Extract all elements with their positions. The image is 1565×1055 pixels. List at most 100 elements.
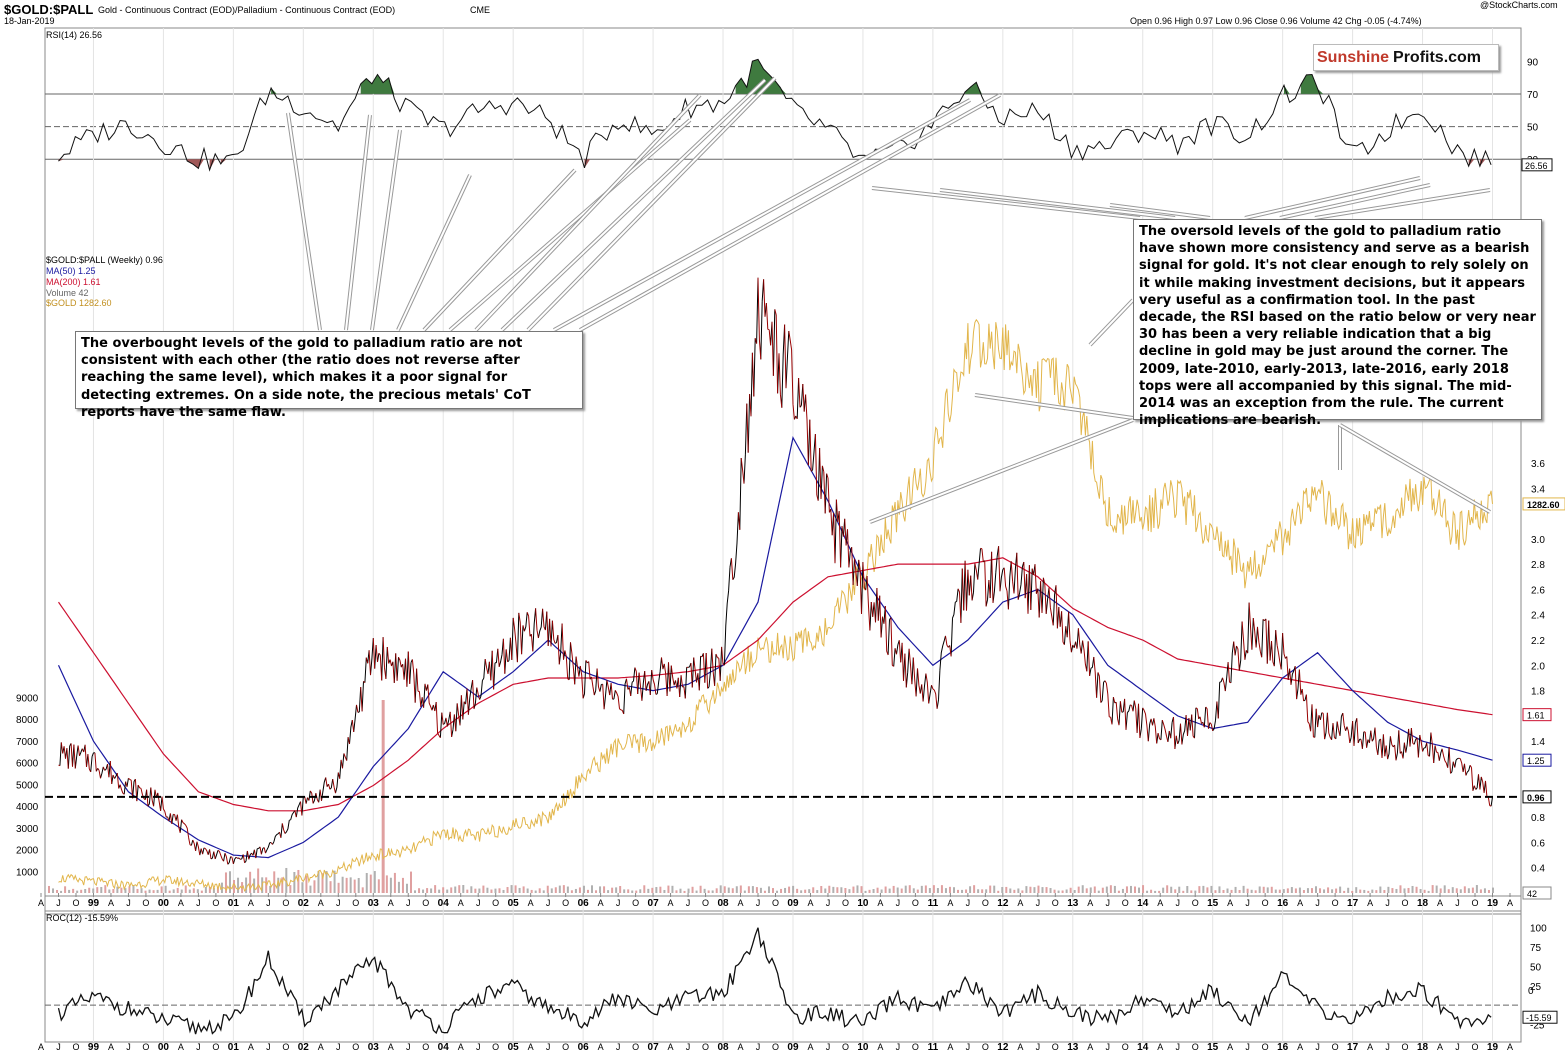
roc-x-tick-label: O <box>1402 1042 1409 1052</box>
volume-bar <box>1178 886 1181 893</box>
x-tick-label: O <box>72 898 79 908</box>
x-tick-label: J <box>476 898 481 908</box>
volume-bar <box>1101 887 1104 893</box>
volume-bar <box>100 886 103 893</box>
volume-bar <box>1113 885 1116 893</box>
x-tick-label: A <box>1297 898 1303 908</box>
watermark: @StockCharts.com <box>1480 0 1558 10</box>
volume-bar <box>896 887 899 893</box>
volume-bar <box>269 885 272 893</box>
roc-x-tick-label: J <box>1175 1042 1180 1052</box>
volume-bar <box>237 877 240 893</box>
volume-bar <box>1230 889 1233 893</box>
rsi-tick: 50 <box>1527 123 1539 134</box>
volume-bar <box>860 886 863 893</box>
x-tick-label: 05 <box>508 898 520 909</box>
x-tick-label: J <box>1245 898 1250 908</box>
x-tick-label: A <box>598 898 604 908</box>
volume-bar <box>253 878 256 893</box>
chart-date: 18-Jan-2019 <box>4 16 55 26</box>
volume-bar <box>233 880 236 893</box>
x-tick-label: A <box>738 898 744 908</box>
volume-bar <box>357 878 360 893</box>
callout-overbought: The overbought levels of the gold to pal… <box>75 331 583 420</box>
volume-bar <box>1371 889 1374 893</box>
roc-x-tick-label: 15 <box>1207 1042 1219 1053</box>
volume-bar <box>1327 887 1330 893</box>
x-tick-label: J <box>546 898 551 908</box>
x-tick-label: O <box>982 898 989 908</box>
roc-x-tick-label: J <box>1315 1042 1320 1052</box>
roc-x-tick-label: J <box>1036 1042 1041 1052</box>
volume-bar <box>393 872 396 893</box>
volume-bar <box>1375 890 1378 893</box>
x-tick-label: O <box>282 898 289 908</box>
volume-bar <box>840 887 843 893</box>
volume-bar <box>570 890 573 893</box>
volume-bar <box>743 890 746 893</box>
volume-bar <box>426 888 429 893</box>
volume-bar <box>792 885 795 893</box>
roc-x-tick-label: 05 <box>508 1042 520 1053</box>
volume-bar <box>546 885 549 893</box>
x-tick-label: A <box>458 898 464 908</box>
volume-bar <box>1041 887 1044 893</box>
x-tick-label: J <box>1175 898 1180 908</box>
volume-bar <box>1310 888 1313 893</box>
callout-pointer <box>371 129 401 331</box>
volume-bar <box>1419 888 1422 893</box>
volume-bar <box>1021 890 1024 893</box>
x-tick-label: J <box>686 898 691 908</box>
volume-bar <box>345 877 348 893</box>
volume-bar <box>277 877 280 893</box>
roc-x-tick-label: O <box>282 1042 289 1052</box>
roc-x-tick-label: O <box>492 1042 499 1052</box>
volume-bar <box>526 888 529 893</box>
volume-bar <box>442 887 445 893</box>
volume-bar <box>1186 886 1189 893</box>
volume-bar <box>229 871 231 893</box>
volume-bar <box>940 885 943 893</box>
volume-bar <box>687 888 690 893</box>
volume-bar <box>1427 890 1430 893</box>
volume-bar <box>434 885 437 893</box>
volume-bar <box>88 887 91 893</box>
volume-bar <box>164 885 167 893</box>
volume-bar <box>401 877 404 893</box>
x-tick-label: 16 <box>1277 898 1289 909</box>
volume-bar <box>1274 889 1277 893</box>
volume-bar <box>1347 887 1350 893</box>
volume-bar <box>615 887 618 893</box>
volume-bar <box>767 886 770 893</box>
volume-scale-tick: 2000 <box>16 846 39 857</box>
volume-bar <box>675 890 678 893</box>
volume-bar <box>735 886 738 893</box>
volume-bar <box>498 888 501 893</box>
volume-bar <box>1339 886 1342 893</box>
volume-bar <box>1069 887 1072 893</box>
volume-bar <box>784 887 787 893</box>
volume-bar <box>120 887 123 893</box>
legend-ratio: $GOLD:$PALL (Weekly) 0.96 <box>46 255 163 265</box>
volume-bar <box>1081 885 1084 893</box>
roc-label: ROC(12) -15.59% <box>46 913 119 923</box>
x-tick-label: 13 <box>1067 898 1079 909</box>
x-tick-label: J <box>756 898 761 908</box>
price-tick: 3.4 <box>1531 484 1545 495</box>
volume-bar <box>655 887 658 893</box>
ratio-line-down <box>58 277 1492 865</box>
volume-bar <box>1315 886 1317 893</box>
volume-bar <box>965 889 968 893</box>
volume-bar <box>329 881 332 893</box>
volume-bar <box>1355 887 1358 893</box>
x-tick-label: J <box>966 898 971 908</box>
volume-bar <box>916 889 919 893</box>
volume-bar <box>619 886 622 893</box>
volume-bar <box>1198 886 1201 893</box>
volume-bar <box>727 887 730 893</box>
volume-bar <box>1077 886 1080 893</box>
volume-bar <box>64 886 67 893</box>
volume-bar <box>1290 887 1293 893</box>
volume-bar <box>285 867 288 893</box>
callout-pointer <box>527 77 776 331</box>
